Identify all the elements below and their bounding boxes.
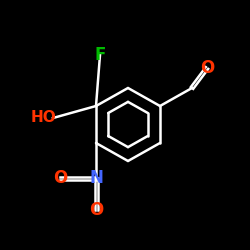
- Text: O: O: [89, 201, 103, 219]
- Text: F: F: [94, 46, 106, 64]
- Text: HO: HO: [30, 110, 56, 126]
- Text: O: O: [200, 59, 214, 77]
- Text: O: O: [53, 169, 67, 187]
- Text: N: N: [89, 169, 103, 187]
